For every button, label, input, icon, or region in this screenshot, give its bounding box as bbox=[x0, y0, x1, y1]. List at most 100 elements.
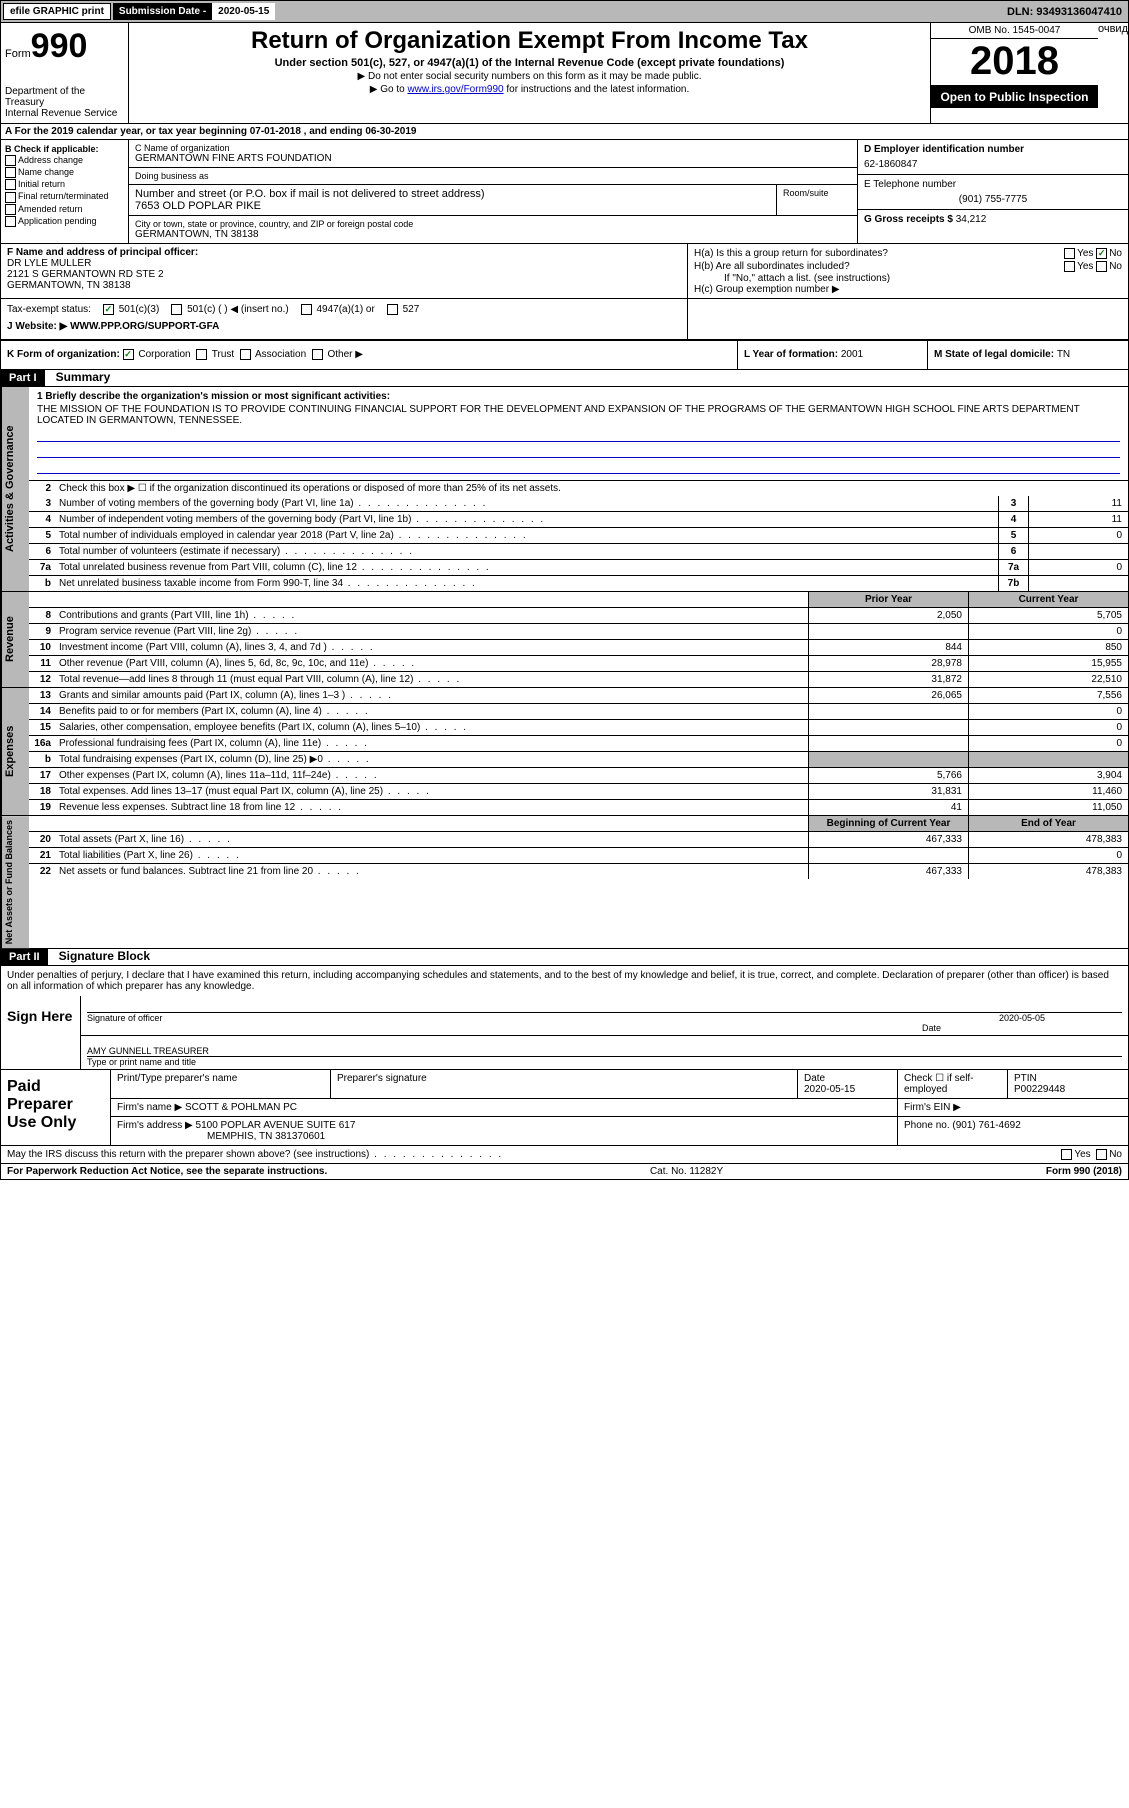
financial-row: 18 Total expenses. Add lines 13–17 (must… bbox=[29, 784, 1128, 800]
prior-value: 31,831 bbox=[808, 784, 968, 799]
discuss-text: May the IRS discuss this return with the… bbox=[7, 1149, 503, 1160]
chk-final-return[interactable]: Final return/terminated bbox=[5, 191, 124, 202]
financial-row: 22 Net assets or fund balances. Subtract… bbox=[29, 864, 1128, 879]
column-c-org-info: C Name of organization GERMANTOWN FINE A… bbox=[129, 140, 1128, 243]
prior-value bbox=[808, 624, 968, 639]
chk-501c[interactable] bbox=[171, 304, 182, 315]
part2-title: Signature Block bbox=[51, 947, 158, 965]
chk-corporation[interactable] bbox=[123, 349, 134, 360]
chk-other[interactable] bbox=[312, 349, 323, 360]
chk-application-pending[interactable]: Application pending bbox=[5, 216, 124, 227]
header-left: Form990 Department of the Treasury Inter… bbox=[1, 23, 129, 123]
paid-preparer-section: Paid Preparer Use Only Print/Type prepar… bbox=[1, 1070, 1128, 1146]
row-text: Total assets (Part X, line 16) bbox=[55, 832, 808, 847]
financial-row: 15 Salaries, other compensation, employe… bbox=[29, 720, 1128, 736]
chk-trust[interactable] bbox=[196, 349, 207, 360]
org-name-cell: C Name of organization GERMANTOWN FINE A… bbox=[129, 140, 857, 168]
row-num: 12 bbox=[29, 672, 55, 687]
row-value: 11 bbox=[1028, 512, 1128, 527]
row-value: 0 bbox=[1028, 528, 1128, 543]
dba-cell: Doing business as bbox=[129, 168, 857, 185]
chk-association[interactable] bbox=[240, 349, 251, 360]
row-num: 18 bbox=[29, 784, 55, 799]
ha-yes-checkbox[interactable] bbox=[1064, 248, 1075, 259]
row-text: Net unrelated business taxable income fr… bbox=[55, 576, 998, 591]
part2-badge: Part II bbox=[1, 949, 48, 965]
financial-row: 17 Other expenses (Part IX, column (A), … bbox=[29, 768, 1128, 784]
row-num: 10 bbox=[29, 640, 55, 655]
column-b-checkboxes: B Check if applicable: Address change Na… bbox=[1, 140, 129, 243]
row-text: Net assets or fund balances. Subtract li… bbox=[55, 864, 808, 879]
row-num: 5 bbox=[29, 528, 55, 543]
room-suite-cell: Room/suite bbox=[777, 185, 857, 215]
prior-value bbox=[808, 752, 968, 767]
hb-yes-checkbox[interactable] bbox=[1064, 261, 1075, 272]
city-cell: City or town, state or province, country… bbox=[129, 216, 857, 243]
phone-label: E Telephone number bbox=[864, 179, 1122, 190]
row-num: 9 bbox=[29, 624, 55, 639]
hc-label: H(c) Group exemption number ▶ bbox=[694, 284, 1122, 295]
year-formation-cell: L Year of formation: 2001 bbox=[738, 341, 928, 368]
section-ij: Tax-exempt status: 501(c)(3) 501(c) ( ) … bbox=[1, 299, 1128, 340]
firm-name-cell: Firm's name ▶ SCOTT & POHLMAN PC bbox=[111, 1099, 898, 1116]
discuss-no-checkbox[interactable] bbox=[1096, 1149, 1107, 1160]
row-text: Investment income (Part VIII, column (A)… bbox=[55, 640, 808, 655]
part1-badge: Part I bbox=[1, 370, 45, 386]
tax-exempt-label: Tax-exempt status: bbox=[7, 304, 91, 315]
street-address-cell: Number and street (or P.O. box if mail i… bbox=[129, 185, 777, 215]
ein-value: 62-1860847 bbox=[864, 159, 1122, 170]
end-year-header: End of Year bbox=[968, 816, 1128, 831]
part1-title: Summary bbox=[48, 368, 119, 386]
financial-row: 10 Investment income (Part VIII, column … bbox=[29, 640, 1128, 656]
instructions-link[interactable]: www.irs.gov/Form990 bbox=[407, 84, 503, 95]
financial-row: 12 Total revenue—add lines 8 through 11 … bbox=[29, 672, 1128, 687]
chk-527[interactable] bbox=[387, 304, 398, 315]
dln-number: DLN: 93493136047410 bbox=[1007, 6, 1128, 18]
col-b-header: B Check if applicable: bbox=[5, 144, 124, 154]
netassets-section: Net Assets or Fund Balances Beginning of… bbox=[1, 816, 1128, 949]
blank-line-2 bbox=[37, 444, 1120, 458]
efile-button[interactable]: efile GRAPHIC print bbox=[3, 3, 111, 20]
officer-sig-label: Signature of officer bbox=[87, 1013, 922, 1023]
state-domicile-cell: M State of legal domicile: TN bbox=[928, 341, 1128, 368]
firm-ein-cell: Firm's EIN ▶ bbox=[898, 1099, 1128, 1116]
header-right: OMB No. 1545-0047 2018 Open to Public In… bbox=[930, 23, 1098, 123]
row-text: Total expenses. Add lines 13–17 (must eq… bbox=[55, 784, 808, 799]
row-num: 3 bbox=[29, 496, 55, 511]
row-text: Program service revenue (Part VIII, line… bbox=[55, 624, 808, 639]
prior-value: 41 bbox=[808, 800, 968, 815]
discuss-yes-checkbox[interactable] bbox=[1061, 1149, 1072, 1160]
row-text: Total revenue—add lines 8 through 11 (mu… bbox=[55, 672, 808, 687]
chk-initial-return[interactable]: Initial return bbox=[5, 179, 124, 190]
street-value: 7653 OLD POPLAR PIKE bbox=[135, 200, 770, 212]
financial-row: 14 Benefits paid to or for members (Part… bbox=[29, 704, 1128, 720]
prior-value: 31,872 bbox=[808, 672, 968, 687]
chk-name-change[interactable]: Name change bbox=[5, 167, 124, 178]
ssn-note: ▶ Do not enter social security numbers o… bbox=[137, 71, 922, 82]
hb-note: If "No," attach a list. (see instruction… bbox=[694, 273, 1122, 284]
chk-address-change[interactable]: Address change bbox=[5, 155, 124, 166]
omb-number: OMB No. 1545-0047 bbox=[931, 23, 1098, 39]
form-number: 990 bbox=[31, 27, 88, 65]
expenses-section: Expenses 13 Grants and similar amounts p… bbox=[1, 688, 1128, 816]
hb-no-checkbox[interactable] bbox=[1096, 261, 1107, 272]
form-of-org-cell: K Form of organization: Corporation Trus… bbox=[1, 341, 738, 368]
chk-501c3[interactable] bbox=[103, 304, 114, 315]
row-text: Number of independent voting members of … bbox=[55, 512, 998, 527]
row-num: 14 bbox=[29, 704, 55, 719]
row-num: 11 bbox=[29, 656, 55, 671]
submission-date-value: 2020-05-15 bbox=[212, 3, 275, 20]
chk-amended-return[interactable]: Amended return bbox=[5, 204, 124, 215]
netassets-header-row: Beginning of Current Year End of Year bbox=[29, 816, 1128, 832]
chk-4947[interactable] bbox=[301, 304, 312, 315]
row-num: 13 bbox=[29, 688, 55, 703]
ha-no-checkbox[interactable] bbox=[1096, 248, 1107, 259]
financial-row: 20 Total assets (Part X, line 16) 467,33… bbox=[29, 832, 1128, 848]
current-value: 5,705 bbox=[968, 608, 1128, 623]
phone-cell: E Telephone number (901) 755-7775 bbox=[858, 175, 1128, 210]
row-num: b bbox=[29, 576, 55, 591]
row-text: Grants and similar amounts paid (Part IX… bbox=[55, 688, 808, 703]
row-text: Total number of individuals employed in … bbox=[55, 528, 998, 543]
self-employed-cell[interactable]: Check ☐ if self-employed bbox=[898, 1070, 1008, 1098]
page-footer: For Paperwork Reduction Act Notice, see … bbox=[1, 1164, 1128, 1179]
